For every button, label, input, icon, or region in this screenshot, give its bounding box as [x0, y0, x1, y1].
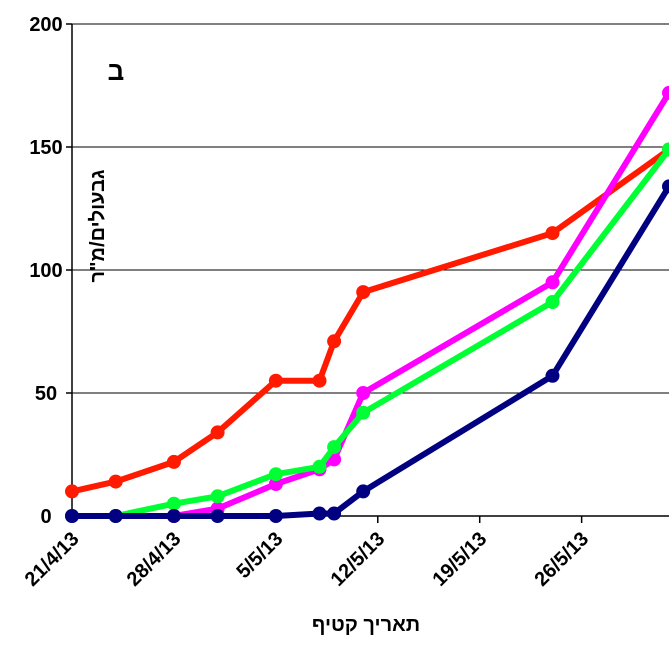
y-axis-title: גבעולים/מ"ר: [87, 169, 109, 282]
data-point: [356, 484, 371, 499]
series-line: [69, 183, 669, 519]
data-point: [210, 509, 225, 523]
data-point: [327, 334, 342, 349]
data-point: [662, 179, 669, 194]
data-point: [268, 477, 283, 491]
x-tick-label: 12/5/13: [327, 528, 390, 591]
data-point: [210, 489, 225, 504]
data-point: [356, 285, 371, 300]
data-point: [545, 226, 560, 241]
data-point: [356, 386, 371, 400]
data-point: [356, 405, 371, 420]
data-point: [108, 509, 123, 523]
series: [65, 85, 669, 523]
y-tick-label: 50: [35, 383, 57, 405]
data-series: [65, 85, 669, 523]
panel-label: ב: [108, 56, 125, 86]
data-point: [166, 496, 181, 511]
y-tick-label: 200: [29, 14, 62, 36]
data-point: [166, 454, 181, 469]
data-point: [545, 295, 560, 309]
data-point: [65, 484, 79, 499]
data-point: [327, 506, 342, 521]
x-tick-label: 26/5/13: [530, 528, 593, 591]
series-line: [69, 89, 669, 519]
data-point: [166, 509, 181, 523]
data-point: [662, 85, 669, 100]
x-tick-label: 28/4/13: [123, 528, 186, 591]
y-tick-label: 100: [29, 260, 62, 282]
series: [65, 142, 669, 499]
x-tick-label: 19/5/13: [428, 528, 491, 591]
data-point: [268, 467, 283, 482]
data-point: [312, 459, 327, 474]
data-point: [108, 474, 123, 489]
data-point: [662, 142, 669, 157]
series-line: [69, 146, 669, 519]
series: [65, 179, 669, 523]
x-axis-title: תאריך קטיף: [312, 614, 420, 636]
data-point: [545, 275, 560, 290]
data-point: [312, 373, 327, 388]
x-tick-label: 5/5/13: [233, 528, 288, 583]
y-tick-label: 150: [29, 137, 62, 159]
data-point: [327, 440, 342, 455]
data-point: [312, 506, 327, 521]
data-point: [268, 509, 283, 523]
y-tick-label: 0: [40, 506, 51, 528]
data-point: [65, 509, 79, 523]
axis-ticks: 0 50 100 150 200 21/4/13 28/4/13 5/5/13 12/5/13 1…: [21, 14, 593, 591]
series-line: [69, 146, 669, 495]
gridlines: [72, 23, 669, 394]
data-point: [210, 425, 225, 440]
data-point: [545, 368, 560, 383]
data-point: [268, 373, 283, 388]
x-tick-label: 21/4/13: [21, 528, 84, 591]
